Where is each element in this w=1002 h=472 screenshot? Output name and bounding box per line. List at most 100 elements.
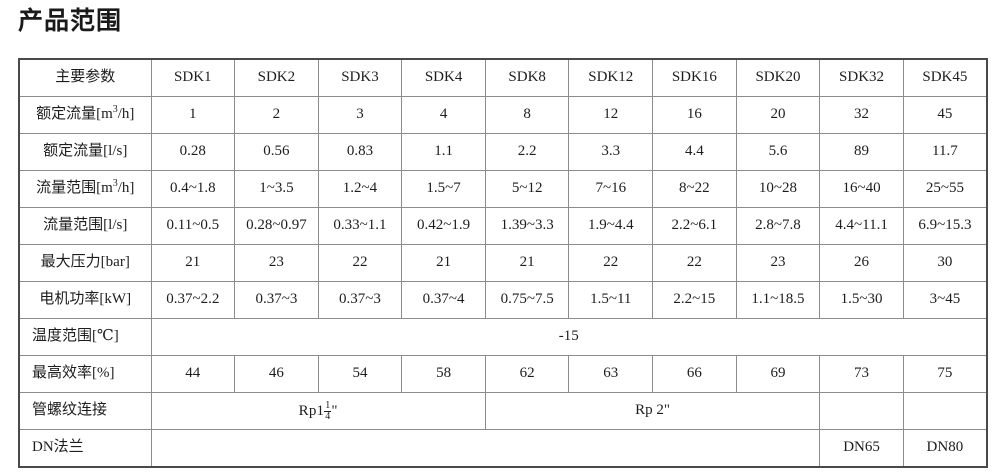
table-cell: 75 <box>902 355 987 393</box>
table-cell: 0.42~1.9 <box>401 207 486 245</box>
table-cell-merged <box>902 392 987 430</box>
row-label: 额定流量[l/s] <box>19 133 152 171</box>
table-cell: 1.1~18.5 <box>735 281 821 319</box>
table-cell-merged: Rp 2" <box>484 392 821 430</box>
table-cell: 0.28~0.97 <box>234 207 319 245</box>
table-cell: 66 <box>652 355 737 393</box>
column-header-sdk3: SDK3 <box>317 59 403 97</box>
table-cell: 23 <box>234 244 319 282</box>
table-body: 主要参数 SDK1 SDK2 SDK3 SDK4 SDK8 SDK12 SDK16 SDK20 S… <box>19 59 987 467</box>
table-cell-merged: Rp1 1 4 " <box>150 392 486 430</box>
table-cell: 25~55 <box>902 170 987 208</box>
table-cell: 0.4~1.8 <box>150 170 236 208</box>
table-cell: 1.2~4 <box>317 170 403 208</box>
table-cell: 22 <box>652 244 737 282</box>
column-header-sdk2: SDK2 <box>234 59 319 97</box>
table-cell-merged: DN65 <box>819 429 904 467</box>
column-header-sdk1: SDK1 <box>150 59 236 97</box>
table-cell: 4 <box>401 96 486 134</box>
table-cell: 2.2~15 <box>652 281 737 319</box>
product-range-table-container: 主要参数 SDK1 SDK2 SDK3 SDK4 SDK8 SDK12 SDK16 SDK20 S… <box>18 58 988 468</box>
table-cell: 3~45 <box>902 281 987 319</box>
table-cell: 2.2 <box>484 133 570 171</box>
table-row: 额定流量[l/s] 0.28 0.56 0.83 1.1 2.2 3.3 4.4 5.6 89 11… <box>19 133 987 171</box>
table-cell: 30 <box>902 244 987 282</box>
table-row: 流量范围[m3/h] 0.4~1.8 1~3.5 1.2~4 1.5~7 5~12 7~16… <box>19 170 987 208</box>
table-row: 额定流量[m3/h] 1 2 3 4 8 12 16 20 32 45 <box>19 96 987 134</box>
table-cell: 0.75~7.5 <box>484 281 570 319</box>
table-cell: 20 <box>735 96 821 134</box>
table-cell: 8 <box>484 96 570 134</box>
table-cell: 16 <box>652 96 737 134</box>
table-cell: 16~40 <box>819 170 904 208</box>
column-header-sdk20: SDK20 <box>735 59 821 97</box>
table-row: 温度范围[℃] -15 <box>19 318 987 356</box>
table-cell: 1.5~7 <box>401 170 486 208</box>
table-cell: 45 <box>902 96 987 134</box>
table-cell: 22 <box>317 244 403 282</box>
table-cell: 69 <box>735 355 821 393</box>
product-range-table: 主要参数 SDK1 SDK2 SDK3 SDK4 SDK8 SDK12 SDK16 SDK20 S… <box>18 58 988 468</box>
table-cell: 8~22 <box>652 170 737 208</box>
row-label: 管螺纹连接 <box>19 392 152 430</box>
table-cell: 21 <box>150 244 236 282</box>
table-cell: 21 <box>484 244 570 282</box>
table-cell-merged <box>150 429 821 467</box>
table-cell: 2.8~7.8 <box>735 207 821 245</box>
table-row: 最大压力[bar] 21 23 22 21 21 22 22 23 26 30 <box>19 244 987 282</box>
table-cell: 1.9~4.4 <box>568 207 654 245</box>
column-header-sdk32: SDK32 <box>819 59 904 97</box>
table-cell: 0.83 <box>317 133 403 171</box>
table-cell: 4.4~11.1 <box>819 207 904 245</box>
table-row: 管螺纹连接 Rp1 1 4 " Rp 2" <box>19 392 987 430</box>
table-cell: 3 <box>317 96 403 134</box>
table-cell: 0.37~4 <box>401 281 486 319</box>
row-label: 最高效率[%] <box>19 355 152 393</box>
table-cell: 5.6 <box>735 133 821 171</box>
row-label: 额定流量[m3/h] <box>19 96 152 134</box>
column-header-sdk12: SDK12 <box>568 59 654 97</box>
table-cell: 54 <box>317 355 403 393</box>
table-cell: 0.56 <box>234 133 319 171</box>
table-cell: 1.5~11 <box>568 281 654 319</box>
row-label: 温度范围[℃] <box>19 318 152 356</box>
table-header-row: 主要参数 SDK1 SDK2 SDK3 SDK4 SDK8 SDK12 SDK16 SDK20 S… <box>19 59 987 97</box>
table-cell: 46 <box>234 355 319 393</box>
table-cell: 1.5~30 <box>819 281 904 319</box>
table-cell: 89 <box>819 133 904 171</box>
table-cell: 63 <box>568 355 654 393</box>
table-cell: 21 <box>401 244 486 282</box>
table-cell: 62 <box>484 355 570 393</box>
table-cell: 4.4 <box>652 133 737 171</box>
table-cell: 73 <box>819 355 904 393</box>
table-cell: 22 <box>568 244 654 282</box>
table-cell: 1 <box>150 96 236 134</box>
column-header-sdk8: SDK8 <box>484 59 570 97</box>
table-cell: 26 <box>819 244 904 282</box>
header-param-label: 主要参数 <box>19 59 152 97</box>
table-cell-merged <box>819 392 904 430</box>
table-cell: 58 <box>401 355 486 393</box>
table-cell: 11.7 <box>902 133 987 171</box>
row-label: 最大压力[bar] <box>19 244 152 282</box>
table-cell: 0.37~2.2 <box>150 281 236 319</box>
table-cell: 3.3 <box>568 133 654 171</box>
column-header-sdk45: SDK45 <box>902 59 987 97</box>
table-cell: 1.39~3.3 <box>484 207 570 245</box>
table-cell: 0.33~1.1 <box>317 207 403 245</box>
row-label: DN法兰 <box>19 429 152 467</box>
table-cell: 0.28 <box>150 133 236 171</box>
table-cell-merged: -15 <box>150 318 987 356</box>
column-header-sdk16: SDK16 <box>652 59 737 97</box>
table-row: 电机功率[kW] 0.37~2.2 0.37~3 0.37~3 0.37~4 0.75~7… <box>19 281 987 319</box>
table-cell: 0.11~0.5 <box>150 207 236 245</box>
table-cell: 7~16 <box>568 170 654 208</box>
table-cell: 6.9~15.3 <box>902 207 987 245</box>
table-cell: 12 <box>568 96 654 134</box>
table-cell: 1.1 <box>401 133 486 171</box>
table-cell-merged: DN80 <box>902 429 987 467</box>
table-cell: 2.2~6.1 <box>652 207 737 245</box>
table-row: 最高效率[%] 44 46 54 58 62 63 66 69 73 75 <box>19 355 987 393</box>
page-title: 产品范围 <box>18 6 123 35</box>
